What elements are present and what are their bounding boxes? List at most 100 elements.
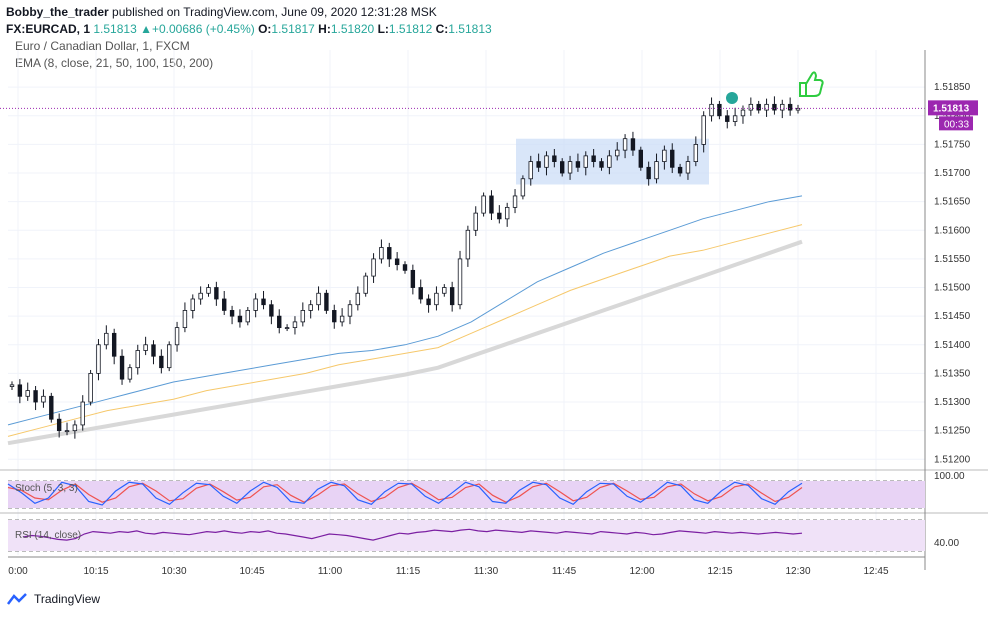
- candle-body: [316, 292, 321, 306]
- candle-body: [49, 395, 54, 420]
- candle-body: [583, 155, 588, 168]
- candle-body: [575, 161, 581, 168]
- time-tick-label: 10:30: [161, 566, 186, 577]
- grid: [0, 50, 988, 555]
- price-tick-label: 1.51700: [934, 168, 971, 179]
- symbol-label: FX:EURCAD, 1: [6, 22, 91, 36]
- time-axis[interactable]: 0:00 10:15 10:30 10:45 11:00 11:15 11:30 11:45 1…: [8, 556, 925, 577]
- candle-body: [332, 310, 337, 323]
- price-tick-label: 1.51750: [934, 139, 971, 150]
- candle-body: [245, 310, 250, 323]
- candle-body: [552, 155, 557, 162]
- candle-body: [72, 424, 78, 432]
- candle-body: [520, 178, 526, 197]
- stoch-pane[interactable]: Stoch (5, 3, 3) 100.00: [7, 471, 965, 508]
- candle-body: [748, 103, 754, 111]
- candle-body: [135, 350, 140, 369]
- candle-body: [394, 258, 400, 266]
- candle-body: [143, 344, 148, 351]
- candle-body: [512, 195, 518, 208]
- candle-body: [308, 304, 313, 311]
- candle-body: [473, 212, 478, 231]
- time-tick-label: 11:00: [318, 566, 343, 577]
- candle-body: [560, 161, 565, 174]
- candle-body: [166, 344, 172, 369]
- time-tick-label: 12:30: [785, 566, 810, 577]
- candle-body: [17, 384, 23, 397]
- candle-body: [410, 269, 416, 288]
- ema-mid-line: [7, 224, 803, 437]
- price-tag-box: [928, 100, 978, 116]
- candle-body: [701, 115, 706, 145]
- candle-body: [56, 418, 62, 432]
- candle-body: [190, 298, 195, 311]
- candle-body: [780, 103, 785, 111]
- candle-body: [237, 315, 243, 323]
- price-tick-label: 1.51200: [934, 454, 971, 465]
- chart-title: Euro / Canadian Dollar, 1, FXCM: [15, 39, 190, 53]
- price-tick-label: 1.51400: [934, 340, 971, 351]
- candle-body: [536, 161, 541, 168]
- price-axis[interactable]: 1.51850 1.51800 1.51750 1.51700 1.51650 1.516…: [924, 50, 971, 570]
- rsi-line: [22, 528, 803, 541]
- candle-body: [261, 298, 266, 306]
- candle-body: [151, 344, 156, 357]
- candle-body: [277, 315, 282, 329]
- candle-body: [292, 321, 298, 329]
- candle-body: [80, 401, 85, 426]
- price-tag-value: 1.51813: [933, 103, 970, 114]
- candle-body: [489, 195, 494, 214]
- candle-body: [607, 155, 612, 168]
- price-tick-label: 1.51550: [934, 254, 971, 265]
- candle-body: [434, 292, 439, 306]
- candle-body: [426, 298, 431, 306]
- publish-info: Bobby_the_trader published on TradingVie…: [6, 5, 437, 19]
- author-name[interactable]: Bobby_the_trader: [6, 5, 109, 19]
- candle-body: [717, 103, 722, 117]
- tradingview-logo-icon: [7, 593, 27, 605]
- stoch-label: Stoch (5, 3, 3): [15, 483, 78, 494]
- price-tag: 1.51813 00:33: [928, 100, 978, 131]
- time-tick-label: 12:00: [629, 566, 654, 577]
- candle-body: [387, 247, 392, 260]
- candle-body: [591, 155, 596, 162]
- last-price: 1.51813: [93, 22, 137, 36]
- candle-body: [402, 264, 408, 271]
- candle-body: [756, 103, 761, 111]
- price-tick-label: 1.51650: [934, 197, 971, 208]
- candle-body: [363, 275, 368, 294]
- rsi-band: [8, 520, 925, 551]
- ema-legend[interactable]: EMA (8, close, 21, 50, 100, 150, 200): [15, 56, 214, 70]
- candle-body: [222, 298, 227, 311]
- candle-body: [104, 332, 109, 346]
- candle-body: [740, 109, 746, 117]
- ema-slow-line: [7, 239, 803, 446]
- candle-body: [442, 287, 447, 294]
- candle-body: [772, 103, 777, 111]
- candle-body: [253, 298, 258, 311]
- candles: [9, 96, 801, 439]
- timer-box: [939, 116, 973, 131]
- candle-body: [725, 115, 730, 122]
- candle-body: [732, 115, 738, 122]
- open-value: 1.51817: [271, 22, 315, 36]
- candle-body: [638, 149, 643, 168]
- time-tick-label: 0:00: [8, 566, 28, 577]
- candle-body: [284, 327, 290, 330]
- up-arrow-icon: ▲: [140, 22, 152, 36]
- thumbs-up-icon: [799, 71, 824, 97]
- candle-body: [630, 138, 636, 151]
- candle-body: [33, 390, 38, 403]
- price-tick-label: 1.51350: [934, 368, 971, 379]
- footer-brand[interactable]: TradingView: [34, 592, 101, 606]
- time-tick-label: 12:15: [707, 566, 732, 577]
- candle-body: [88, 373, 93, 403]
- candle-body: [355, 292, 361, 306]
- candle-body: [465, 229, 471, 260]
- candle-body: [670, 149, 675, 168]
- candle-body: [709, 103, 714, 117]
- candle-body: [25, 390, 30, 397]
- rsi-pane[interactable]: RSI (14, close) 40.00: [8, 520, 959, 551]
- candle-body: [622, 138, 628, 151]
